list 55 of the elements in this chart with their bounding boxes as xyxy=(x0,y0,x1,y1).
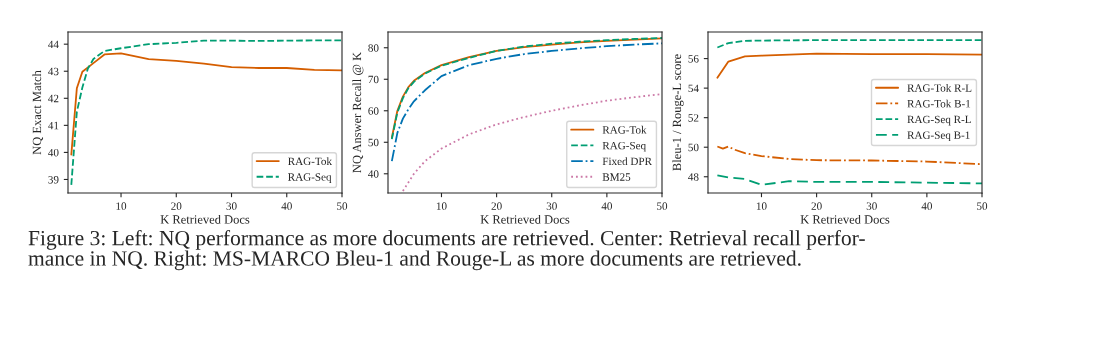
y-tick-label: 48 xyxy=(688,173,699,181)
line-series xyxy=(716,52,982,79)
x-tick-label: 50 xyxy=(657,202,668,210)
x-tick-label: 20 xyxy=(171,202,182,210)
legend-label: RAG-Seq xyxy=(288,173,332,183)
line-series xyxy=(716,174,982,186)
y-tick-label: 43 xyxy=(48,67,59,76)
y-tick-label: 56 xyxy=(688,55,699,63)
y-axis-title: NQ Answer Recall @ K xyxy=(352,52,364,173)
x-tick-label: 10 xyxy=(756,202,767,210)
y-tick-label: 70 xyxy=(368,75,379,84)
line-series xyxy=(70,52,342,156)
x-tick-label: 40 xyxy=(281,202,292,210)
legend-label: RAG-Tok xyxy=(288,157,332,166)
legend-label: BM25 xyxy=(602,173,631,181)
line-series xyxy=(401,93,662,193)
legend-label: RAG-Seq xyxy=(602,141,646,152)
y-tick-label: 54 xyxy=(688,84,699,93)
legend-label: RAG-Seq R-L xyxy=(907,115,971,126)
x-tick-label: 10 xyxy=(116,202,127,210)
y-tick-label: 52 xyxy=(688,114,699,122)
legend-label: Fixed DPR xyxy=(602,157,652,166)
x-tick-label: 30 xyxy=(546,202,557,210)
y-axis-title: NQ Exact Match xyxy=(32,70,44,155)
legend-label: RAG-Tok xyxy=(602,125,647,134)
y-tick-label: 50 xyxy=(688,143,699,152)
legend-label: RAG-Tok B-1 xyxy=(907,99,971,108)
x-tick-label: 40 xyxy=(921,202,932,210)
y-tick-label: 44 xyxy=(48,40,59,49)
line-series xyxy=(70,39,342,186)
x-tick-label: 30 xyxy=(226,202,237,210)
line-series xyxy=(716,39,982,49)
y-tick-label: 39 xyxy=(48,175,59,184)
caption: Figure 3: Left: NQ performance as more documents are retrieved. Center: Retrieval recall perfor- mance in NQ. Right: MS-MARCO Bleu-1 and Rouge-L as more documents are retrieved. xyxy=(28,230,865,271)
x-axis-title: K Retrieved Docs xyxy=(160,214,250,224)
line-series xyxy=(716,145,982,166)
y-tick-label: 41 xyxy=(48,121,59,130)
y-tick-label: 40 xyxy=(368,170,379,178)
x-tick-label: 50 xyxy=(337,202,348,210)
y-axis-title: Bleu-1 / Rouge-L score xyxy=(672,54,684,171)
x-axis-title: K Retrieved Docs xyxy=(480,214,570,224)
x-tick-label: 30 xyxy=(866,202,877,210)
y-tick-label: 42 xyxy=(48,94,59,103)
x-axis-title: K Retrieved Docs xyxy=(800,214,890,224)
x-tick-label: 50 xyxy=(977,202,988,210)
y-tick-label: 80 xyxy=(368,44,379,52)
y-tick-label: 40 xyxy=(48,148,59,157)
x-tick-label: 10 xyxy=(436,202,447,210)
y-tick-label: 60 xyxy=(368,107,379,115)
x-tick-label: 20 xyxy=(491,202,502,210)
legend-label: RAG-Tok R-L xyxy=(907,83,972,92)
x-tick-label: 40 xyxy=(601,202,612,210)
y-tick-label: 50 xyxy=(368,138,379,147)
legend-label: RAG-Seq B-1 xyxy=(907,131,970,142)
x-tick-label: 20 xyxy=(811,202,822,210)
